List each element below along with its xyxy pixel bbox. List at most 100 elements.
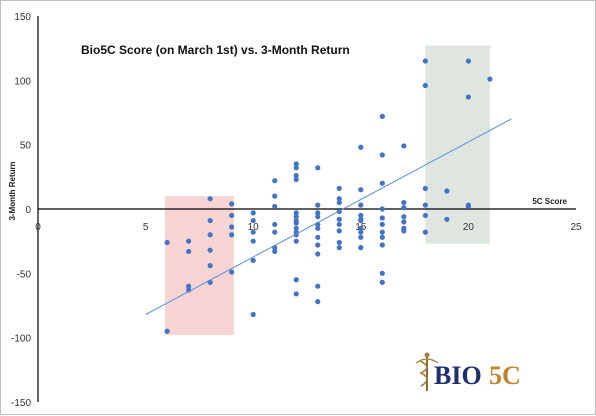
- data-point: [315, 202, 321, 208]
- bio5c-logo: BIO 5C: [415, 352, 521, 391]
- y-tick-label: 50: [20, 141, 32, 152]
- data-point: [379, 279, 385, 285]
- data-point: [358, 225, 364, 231]
- data-point: [465, 94, 471, 100]
- data-point: [379, 152, 385, 158]
- data-point: [207, 263, 213, 269]
- data-point: [272, 203, 278, 210]
- data-point: [207, 196, 213, 202]
- data-point: [186, 238, 192, 244]
- data-point: [229, 269, 235, 275]
- logo-text-5c: 5C: [489, 361, 521, 390]
- data-point: [379, 206, 385, 212]
- data-point: [422, 185, 428, 192]
- data-point: [358, 216, 364, 222]
- data-point: [272, 248, 278, 255]
- data-point: [336, 185, 342, 192]
- data-point: [272, 178, 278, 184]
- high-score-region: [425, 45, 490, 244]
- data-point: [444, 188, 450, 194]
- data-point: [379, 234, 385, 240]
- data-point: [250, 311, 256, 318]
- x-tick-label: 25: [570, 222, 582, 233]
- data-point: [358, 202, 364, 208]
- x-tick-label: 10: [248, 222, 260, 233]
- data-point: [379, 242, 385, 248]
- data-point: [229, 212, 235, 219]
- data-point: [272, 193, 278, 199]
- y-tick-labels: -150 -100 -50 0 50 100 150: [11, 12, 31, 409]
- data-point: [401, 219, 407, 225]
- y-tick-label: -100: [11, 334, 31, 345]
- data-point: [315, 234, 321, 240]
- data-point: [358, 229, 364, 235]
- data-point: [465, 58, 471, 64]
- data-point: [336, 228, 342, 234]
- data-point: [250, 210, 256, 216]
- trendline: [145, 118, 512, 315]
- data-point: [164, 328, 170, 334]
- data-point: [315, 165, 321, 171]
- axes: [37, 16, 576, 402]
- data-point: [272, 229, 278, 235]
- data-point: [164, 239, 170, 246]
- data-point: [379, 215, 385, 221]
- y-tick-label: -50: [17, 269, 32, 280]
- data-point: [315, 225, 321, 231]
- data-point: [315, 299, 321, 305]
- data-point: [358, 245, 364, 251]
- x-tick-label: 5: [143, 222, 149, 233]
- x-axis-title: 5C Score: [532, 197, 567, 206]
- data-point: [358, 187, 364, 193]
- data-point: [379, 113, 385, 119]
- data-point: [186, 283, 192, 289]
- data-point: [487, 76, 493, 82]
- data-point: [293, 291, 299, 297]
- data-points: [164, 58, 493, 334]
- logo-text-bio: BIO: [434, 361, 482, 390]
- data-point: [293, 214, 299, 220]
- data-point: [336, 199, 342, 206]
- data-point: [379, 229, 385, 235]
- data-point: [465, 203, 471, 210]
- data-point: [315, 242, 321, 248]
- data-point: [336, 196, 342, 202]
- y-axis-title: 3-Month Return: [8, 161, 17, 220]
- caduceus-icon: [415, 352, 439, 391]
- data-point: [250, 238, 256, 244]
- data-point: [422, 212, 428, 219]
- data-point: [315, 214, 321, 220]
- data-point: [379, 270, 385, 276]
- data-point: [401, 225, 407, 231]
- data-point: [229, 201, 235, 207]
- data-point: [379, 221, 385, 228]
- data-point: [379, 180, 385, 186]
- data-point: [207, 247, 213, 253]
- y-tick-label: 150: [14, 12, 31, 23]
- data-point: [293, 172, 299, 179]
- low-score-region: [164, 196, 234, 336]
- x-tick-label: 0: [35, 222, 41, 233]
- data-point: [229, 232, 235, 238]
- x-tick-label: 20: [463, 222, 475, 233]
- data-point: [401, 214, 407, 220]
- data-point: [422, 202, 428, 208]
- data-point: [401, 199, 407, 206]
- highlight-regions: [164, 45, 490, 336]
- data-point: [422, 229, 428, 235]
- data-point: [293, 210, 299, 216]
- data-point: [358, 144, 364, 150]
- y-tick-label: 100: [14, 76, 31, 87]
- data-point: [401, 205, 407, 211]
- y-tick-label: -150: [11, 398, 31, 409]
- data-point: [315, 251, 321, 257]
- data-point: [422, 58, 428, 64]
- data-point: [336, 221, 342, 228]
- data-point: [207, 232, 213, 238]
- data-point: [315, 283, 321, 289]
- data-point: [293, 277, 299, 283]
- chart-title: Bio5C Score (on March 1st) vs. 3-Month R…: [81, 43, 350, 57]
- data-point: [293, 225, 299, 231]
